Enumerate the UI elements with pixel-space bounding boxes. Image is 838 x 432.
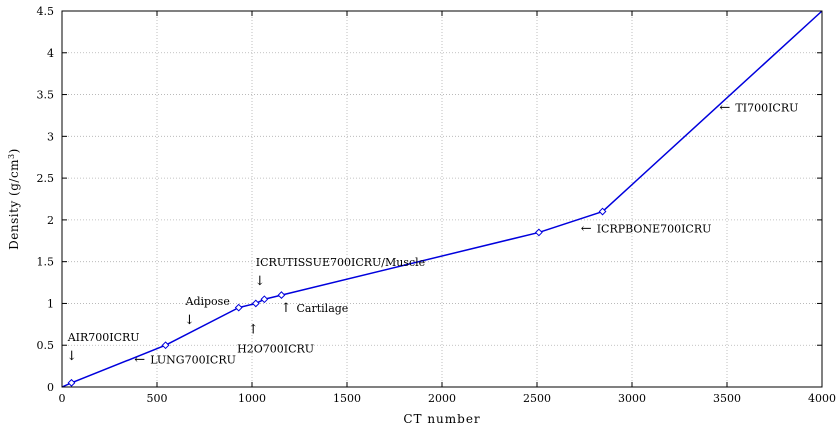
x-tick-label: 1500 bbox=[333, 392, 361, 405]
annotation-arrow: ↓ bbox=[184, 313, 195, 328]
x-tick-label: 500 bbox=[147, 392, 168, 405]
annotation: ← ICRPBONE700ICRU bbox=[581, 221, 712, 236]
annotation-label: LUNG700ICRU bbox=[150, 354, 236, 367]
annotation-label: H2O700ICRU bbox=[237, 343, 314, 356]
annotation: AIR700ICRU ↓ bbox=[66, 331, 139, 364]
x-tick-label: 2500 bbox=[523, 392, 551, 405]
y-axis-label-base: Density (g/cm bbox=[7, 159, 21, 250]
data-point bbox=[234, 303, 243, 312]
grid bbox=[62, 11, 822, 387]
annotation-label: AIR700ICRU bbox=[67, 331, 140, 344]
x-tick-label: 3500 bbox=[713, 392, 741, 405]
annotation-arrow: ↑ bbox=[281, 301, 292, 316]
annotation-arrow: ← bbox=[581, 221, 592, 236]
x-tick-label: 4000 bbox=[808, 392, 836, 405]
x-tick-label: 2000 bbox=[428, 392, 456, 405]
x-tick-label: 3000 bbox=[618, 392, 646, 405]
axis-ticks bbox=[61, 10, 823, 388]
annotation: ← LUNG700ICRU bbox=[134, 353, 236, 368]
annotation-arrow: ↓ bbox=[254, 274, 265, 289]
tick-labels: 0 500 1000 1500 2000 2500 3000 3500 4000 0 0.5 1 1.5… bbox=[37, 5, 837, 405]
annotations: AIR700ICRU↓ ← LUNG700ICRUAdipose↓ICRUTISSU… bbox=[66, 100, 798, 367]
y-axis-label: Density (g/cm3) bbox=[7, 148, 22, 250]
data-point bbox=[67, 378, 76, 387]
series-line bbox=[61, 10, 823, 388]
y-tick-label: 3 bbox=[47, 130, 54, 143]
annotation: Adipose ↓ bbox=[184, 295, 230, 328]
x-tick-label: 1000 bbox=[238, 392, 266, 405]
x-axis-label: CT number bbox=[403, 412, 480, 426]
annotation-label: Adipose bbox=[185, 295, 230, 308]
annotation: ICRUTISSUE700ICRU/Muscle ↓ bbox=[254, 256, 425, 289]
plot-frame bbox=[61, 10, 823, 388]
y-tick-label: 2 bbox=[47, 214, 54, 227]
annotation-arrow: ← bbox=[719, 100, 730, 115]
data-point bbox=[161, 341, 170, 350]
y-axis-label-close: ) bbox=[7, 148, 21, 153]
annotation: ↑ H2O700ICRU bbox=[237, 323, 314, 356]
data-point bbox=[598, 207, 607, 216]
y-tick-label: 0.5 bbox=[37, 339, 55, 352]
y-tick-label: 0 bbox=[47, 381, 54, 394]
annotation-arrow: ← bbox=[134, 353, 145, 368]
annotation-label: TI700ICRU bbox=[735, 101, 798, 114]
y-tick-label: 4.5 bbox=[37, 5, 55, 18]
data-point bbox=[260, 295, 269, 304]
x-tick-label: 0 bbox=[59, 392, 66, 405]
data-point bbox=[277, 291, 286, 299]
data-point bbox=[534, 228, 543, 237]
data-point bbox=[251, 299, 260, 308]
annotation-label: ICRUTISSUE700ICRU/Muscle bbox=[256, 256, 425, 269]
y-tick-label: 3.5 bbox=[37, 89, 55, 102]
annotation: ← TI700ICRU bbox=[719, 100, 798, 115]
y-axis-label-exponent: 3 bbox=[7, 153, 16, 159]
series-polyline bbox=[61, 10, 823, 388]
y-tick-label: 1.5 bbox=[37, 256, 55, 269]
annotation-label: Cartilage bbox=[297, 302, 349, 315]
y-tick-label: 4 bbox=[47, 47, 54, 60]
data-markers bbox=[67, 207, 607, 387]
y-tick-label: 2.5 bbox=[37, 172, 55, 185]
annotation-arrow: ↓ bbox=[66, 349, 77, 364]
y-tick-label: 1 bbox=[47, 297, 54, 310]
annotation: ↑ Cartilage bbox=[281, 301, 349, 316]
annotation-arrow: ↑ bbox=[248, 323, 259, 338]
annotation-label: ICRPBONE700ICRU bbox=[597, 222, 712, 235]
